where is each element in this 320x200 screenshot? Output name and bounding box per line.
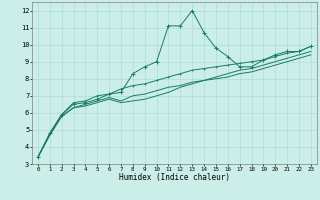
X-axis label: Humidex (Indice chaleur): Humidex (Indice chaleur) xyxy=(119,173,230,182)
